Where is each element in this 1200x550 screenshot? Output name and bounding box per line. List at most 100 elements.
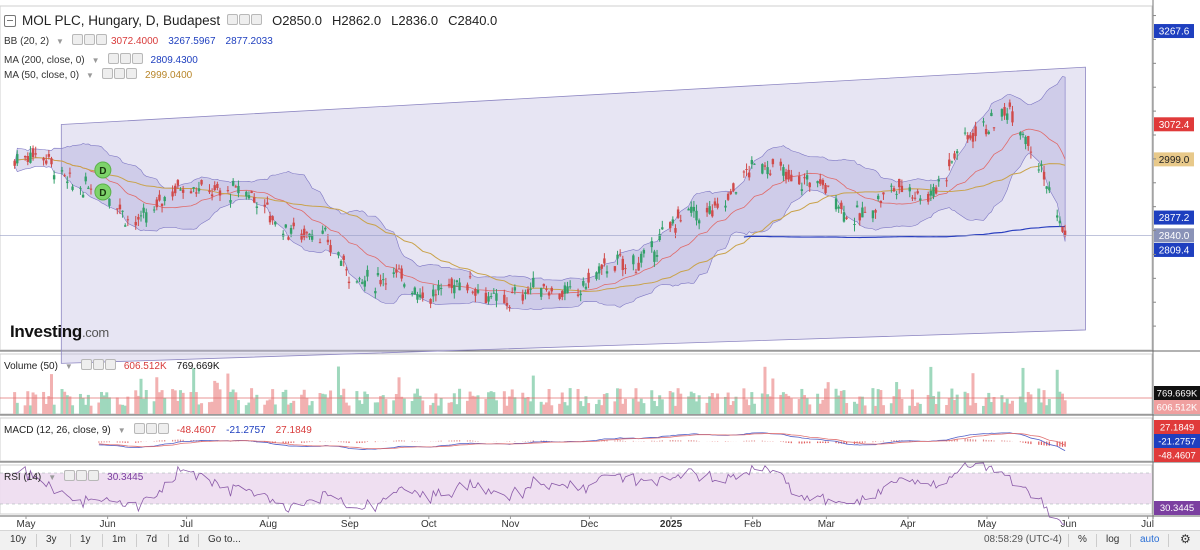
chevron-down-icon[interactable]: ▼ bbox=[117, 425, 126, 435]
candle-body bbox=[1063, 230, 1067, 236]
chevron-down-icon[interactable]: ▼ bbox=[64, 361, 73, 371]
candle-body bbox=[1048, 187, 1051, 191]
candle-body bbox=[803, 177, 806, 179]
volume-bar bbox=[587, 403, 591, 414]
volume-bar bbox=[447, 402, 451, 414]
chevron-down-icon[interactable]: ▼ bbox=[86, 70, 94, 80]
candle-body bbox=[595, 272, 598, 279]
macd-tag bbox=[1154, 448, 1200, 462]
legend-controls[interactable] bbox=[133, 423, 169, 437]
volume-bar bbox=[415, 388, 419, 414]
candle-body bbox=[450, 278, 453, 289]
candle-body bbox=[542, 284, 546, 287]
bb-legend[interactable]: BB (20, 2) ▼ 3072.4000 3267.5967 2877.20… bbox=[4, 34, 273, 48]
volume-bar bbox=[934, 404, 938, 414]
chevron-down-icon[interactable]: ▼ bbox=[48, 472, 57, 482]
volume-bar bbox=[250, 388, 254, 414]
candle-body bbox=[116, 208, 119, 210]
volume-bar bbox=[318, 393, 322, 414]
range-10y-button[interactable]: 10y bbox=[10, 534, 27, 545]
goto-button[interactable]: Go to... bbox=[208, 534, 241, 545]
candle-body bbox=[197, 188, 201, 192]
volume-bar bbox=[226, 373, 230, 414]
volume-bar bbox=[784, 393, 788, 414]
range-7d-button[interactable]: 7d bbox=[146, 534, 158, 545]
volume-bar bbox=[926, 394, 930, 414]
price-tag-label: 2877.2 bbox=[1159, 213, 1190, 224]
candle-body bbox=[379, 279, 382, 285]
volume-bar bbox=[1055, 369, 1059, 414]
auto-toggle[interactable]: auto bbox=[1140, 534, 1160, 545]
candle-body bbox=[853, 223, 856, 225]
candle-body bbox=[929, 190, 933, 196]
chart-canvas[interactable]: May Jun Jul Aug Sep Oct Nov Dec 2025 Feb Mar Apr May… bbox=[0, 0, 1200, 530]
volume-bar bbox=[802, 395, 806, 414]
legend-controls[interactable] bbox=[107, 53, 143, 67]
candle-body bbox=[934, 187, 938, 194]
macd-tag bbox=[1154, 434, 1200, 448]
candle-body bbox=[16, 154, 19, 164]
candle-body bbox=[950, 161, 954, 163]
range-1d-button[interactable]: 1d bbox=[178, 534, 190, 545]
candle-body bbox=[908, 187, 911, 192]
range-3y-button[interactable]: 3y bbox=[46, 534, 57, 545]
candle-body bbox=[139, 215, 143, 217]
candle-body bbox=[347, 281, 351, 284]
candle-body bbox=[624, 268, 627, 270]
chevron-down-icon[interactable]: ▼ bbox=[56, 36, 64, 46]
candle-body bbox=[447, 283, 451, 287]
legend-controls[interactable] bbox=[71, 34, 107, 48]
candle-body bbox=[992, 127, 996, 129]
macd-legend[interactable]: MACD (12, 26, close, 9) ▼ -48.4607 -21.2… bbox=[4, 423, 312, 437]
ma50-legend[interactable]: MA (50, close, 0) ▼ 2999.0400 bbox=[4, 68, 192, 82]
candle-body bbox=[474, 289, 477, 296]
volume-legend[interactable]: Volume (50) ▼ 606.512K 769.669K bbox=[4, 359, 220, 373]
candle-body bbox=[882, 192, 885, 195]
candle-body bbox=[532, 277, 535, 288]
collapse-icon[interactable] bbox=[4, 14, 16, 27]
ma200-legend[interactable]: MA (200, close, 0) ▼ 2809.4300 bbox=[4, 53, 198, 67]
candle-body bbox=[1045, 186, 1048, 189]
legend-controls[interactable] bbox=[101, 68, 137, 82]
volume-bar bbox=[15, 402, 19, 414]
candle-body bbox=[674, 228, 677, 233]
candle-body bbox=[971, 132, 975, 142]
volume-bar bbox=[892, 396, 896, 414]
candle-body bbox=[174, 185, 177, 194]
volume-bar bbox=[289, 402, 293, 414]
volume-bar bbox=[200, 403, 204, 414]
candle-body bbox=[945, 180, 948, 182]
candle-body bbox=[745, 169, 748, 171]
percent-toggle[interactable]: % bbox=[1078, 534, 1087, 545]
rsi-legend[interactable]: RSI (14) ▼ 30.3445 bbox=[4, 470, 143, 484]
gear-icon[interactable]: ⚙ bbox=[1180, 532, 1191, 546]
candle-body bbox=[231, 181, 235, 186]
range-1y-button[interactable]: 1y bbox=[80, 534, 91, 545]
x-tick-label: Dec bbox=[581, 519, 599, 530]
candle-body bbox=[208, 190, 211, 193]
volume-bar bbox=[668, 390, 672, 414]
log-toggle[interactable]: log bbox=[1106, 534, 1120, 545]
candle-body bbox=[724, 205, 727, 208]
ma50-label: MA (50, close, 0) bbox=[4, 69, 80, 81]
candle-body bbox=[1021, 133, 1025, 135]
volume-bar bbox=[579, 401, 583, 414]
candle-body bbox=[124, 225, 127, 227]
candle-body bbox=[1056, 215, 1059, 218]
candle-body bbox=[687, 208, 690, 211]
candle-body bbox=[953, 153, 956, 159]
legend-controls[interactable] bbox=[80, 359, 116, 373]
legend-controls[interactable] bbox=[226, 13, 263, 28]
dividend-marker bbox=[94, 183, 112, 201]
volume-bar bbox=[760, 393, 764, 414]
volume-bar bbox=[115, 397, 119, 414]
volume-bar bbox=[373, 402, 377, 414]
range-1m-button[interactable]: 1m bbox=[112, 534, 126, 545]
chevron-down-icon[interactable]: ▼ bbox=[91, 55, 100, 65]
legend-controls[interactable] bbox=[63, 470, 100, 484]
volume-bar bbox=[273, 404, 277, 414]
volume-bar bbox=[563, 402, 567, 414]
candle-body bbox=[642, 250, 646, 254]
volume-bar bbox=[139, 378, 143, 414]
volume-bar bbox=[336, 366, 340, 414]
